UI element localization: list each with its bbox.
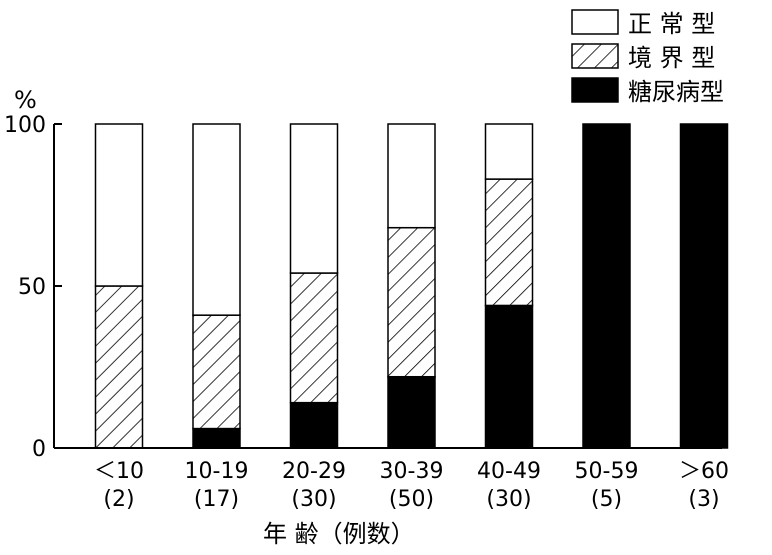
bar-segment-normal (291, 124, 338, 273)
x-tick-label: 10-19 (185, 459, 249, 484)
legend-swatch (572, 10, 618, 34)
bar-segment-diabetic (583, 124, 630, 448)
bar-segment-diabetic (291, 403, 338, 448)
legend-swatch (572, 78, 618, 102)
bar-segment-diabetic (681, 124, 728, 448)
bar-segment-normal (388, 124, 435, 228)
x-tick-label: 40-49 (477, 459, 541, 484)
x-count-label: (17) (194, 487, 239, 512)
legend-item-normal: 正 常 型 (572, 10, 715, 38)
x-tick-label: 20-29 (282, 459, 346, 484)
x-count-label: (50) (389, 487, 434, 512)
y-axis: 0 50 100% (4, 86, 62, 462)
bar-segment-borderline (193, 315, 240, 428)
bar-group (388, 124, 435, 448)
legend-item-diabetic: 糖尿病型 (572, 78, 724, 106)
bar-group (291, 124, 338, 448)
bar-segment-borderline (486, 179, 533, 305)
bar-segment-diabetic (193, 429, 240, 448)
bar-group (486, 124, 533, 448)
legend-label: 正 常 型 (628, 10, 715, 38)
bar-segment-diabetic (388, 377, 435, 448)
bar-group (583, 124, 630, 448)
bar-group (193, 124, 240, 448)
x-count-label: (30) (291, 487, 336, 512)
x-tick-label: 50-59 (575, 459, 639, 484)
x-count-label: (30) (486, 487, 531, 512)
bar-segment-borderline (291, 273, 338, 403)
y-tick-label: 50 (18, 275, 46, 300)
bar-segment-normal (96, 124, 143, 286)
bar-segment-borderline (388, 228, 435, 377)
bar-group (96, 124, 143, 448)
x-tick-label: 30-39 (380, 459, 444, 484)
legend-label: 境 界 型 (628, 44, 715, 72)
x-count-label: (2) (103, 487, 134, 512)
x-axis-label: 年 齢（例数） (263, 520, 415, 548)
bar-segment-normal (486, 124, 533, 179)
bar-segment-borderline (96, 286, 143, 448)
bars (96, 124, 728, 448)
bar-segment-diabetic (486, 305, 533, 448)
legend-item-borderline: 境 界 型 (572, 44, 715, 72)
legend-label: 糖尿病型 (628, 78, 724, 106)
y-tick-label: 100 (4, 113, 46, 138)
bar-group (681, 124, 728, 448)
x-tick-label: ＜10 (94, 459, 144, 484)
bar-segment-normal (193, 124, 240, 315)
x-count-label: (3) (688, 487, 719, 512)
x-tick-label: ＞60 (679, 459, 729, 484)
x-count-label: (5) (591, 487, 622, 512)
y-axis-label: % (14, 86, 37, 114)
y-tick-label: 0 (32, 437, 46, 462)
x-axis: ＜10 (2) 10-19 (17) 20-29 (30) 30-39 (50) 40-49 (3… (54, 448, 729, 548)
legend-swatch (572, 44, 618, 68)
